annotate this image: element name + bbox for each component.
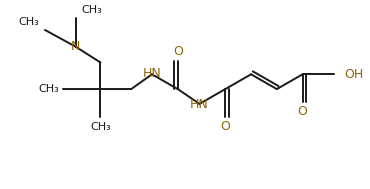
Text: O: O (221, 120, 230, 133)
Text: O: O (297, 105, 307, 118)
Text: CH₃: CH₃ (38, 84, 59, 94)
Text: N: N (71, 40, 80, 53)
Text: OH: OH (344, 68, 363, 81)
Text: HN: HN (190, 98, 209, 111)
Text: CH₃: CH₃ (18, 17, 39, 27)
Text: HN: HN (142, 67, 161, 80)
Text: CH₃: CH₃ (82, 5, 102, 15)
Text: CH₃: CH₃ (90, 122, 111, 132)
Text: O: O (173, 45, 183, 58)
